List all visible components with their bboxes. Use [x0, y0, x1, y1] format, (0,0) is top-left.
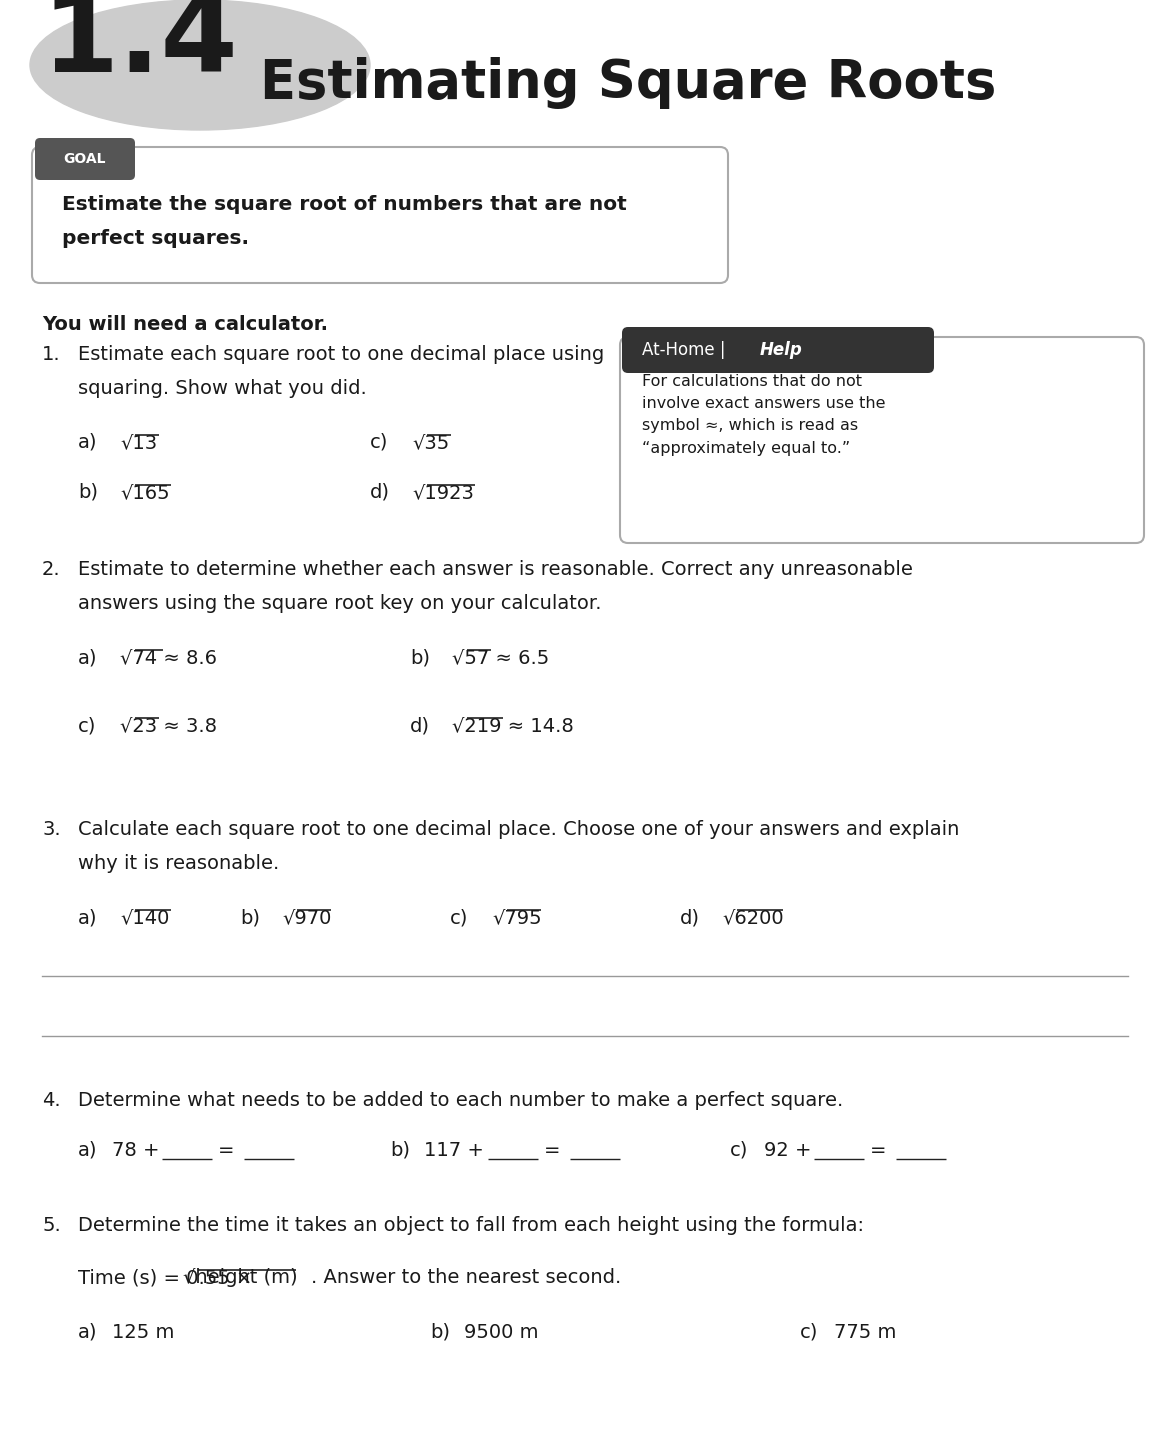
Text: √1923: √1923	[412, 483, 474, 502]
FancyBboxPatch shape	[32, 147, 728, 283]
Text: c): c)	[370, 433, 388, 452]
Text: a): a)	[78, 433, 97, 452]
Text: √165: √165	[121, 483, 170, 502]
Text: 125 m: 125 m	[112, 1323, 174, 1341]
Text: You will need a calculator.: You will need a calculator.	[42, 315, 328, 335]
Text: =: =	[218, 1141, 234, 1160]
Text: Time (s) = 0.55 ×: Time (s) = 0.55 ×	[78, 1268, 259, 1287]
Text: √795: √795	[493, 908, 542, 927]
Text: perfect squares.: perfect squares.	[62, 229, 249, 247]
Text: b): b)	[390, 1141, 409, 1160]
Text: d): d)	[680, 908, 700, 927]
Text: c): c)	[800, 1323, 818, 1341]
Text: √74 ≈ 8.6: √74 ≈ 8.6	[121, 648, 216, 666]
Text: 775 m: 775 m	[834, 1323, 896, 1341]
Text: c): c)	[450, 908, 468, 927]
Text: d): d)	[370, 483, 390, 502]
Text: √57 ≈ 6.5: √57 ≈ 6.5	[452, 648, 549, 666]
Text: c): c)	[730, 1141, 749, 1160]
Text: answers using the square root key on your calculator.: answers using the square root key on you…	[78, 593, 601, 613]
Text: √13: √13	[121, 433, 157, 452]
Text: √35: √35	[412, 433, 449, 452]
FancyBboxPatch shape	[35, 139, 135, 180]
Text: Estimate to determine whether each answer is reasonable. Correct any unreasonabl: Estimate to determine whether each answe…	[78, 561, 913, 579]
Text: 92 +: 92 +	[764, 1141, 812, 1160]
Text: 2.: 2.	[42, 561, 61, 579]
Text: squaring. Show what you did.: squaring. Show what you did.	[78, 379, 366, 398]
FancyBboxPatch shape	[620, 337, 1144, 543]
Text: √23 ≈ 3.8: √23 ≈ 3.8	[121, 716, 216, 735]
Text: a): a)	[78, 1141, 97, 1160]
Text: why it is reasonable.: why it is reasonable.	[78, 854, 280, 872]
Text: d): d)	[410, 716, 431, 735]
Text: √6200: √6200	[722, 908, 784, 927]
Text: √height (m): √height (m)	[183, 1268, 297, 1287]
Text: Calculate each square root to one decimal place. Choose one of your answers and : Calculate each square root to one decima…	[78, 819, 959, 839]
Text: 3.: 3.	[42, 819, 61, 839]
Text: √219 ≈ 14.8: √219 ≈ 14.8	[452, 716, 573, 735]
Text: For calculations that do not
involve exact answers use the
symbol ≈, which is re: For calculations that do not involve exa…	[642, 375, 886, 456]
Text: Estimating Square Roots: Estimating Square Roots	[260, 57, 997, 109]
Text: 1.4: 1.4	[42, 0, 239, 94]
Text: Determine what needs to be added to each number to make a perfect square.: Determine what needs to be added to each…	[78, 1091, 844, 1110]
Text: At-Home |: At-Home |	[642, 340, 731, 359]
Text: . Answer to the nearest second.: . Answer to the nearest second.	[311, 1268, 621, 1287]
Text: 117 +: 117 +	[424, 1141, 484, 1160]
Text: 4.: 4.	[42, 1091, 61, 1110]
Text: GOAL: GOAL	[63, 152, 106, 166]
Text: 1.: 1.	[42, 345, 61, 365]
Text: Estimate each square root to one decimal place using: Estimate each square root to one decimal…	[78, 345, 604, 365]
Text: a): a)	[78, 648, 97, 666]
Text: Help: Help	[760, 340, 803, 359]
Text: b): b)	[431, 1323, 450, 1341]
Text: a): a)	[78, 908, 97, 927]
Text: =: =	[544, 1141, 560, 1160]
Text: 9500 m: 9500 m	[464, 1323, 538, 1341]
Text: b): b)	[240, 908, 260, 927]
Text: b): b)	[78, 483, 98, 502]
FancyBboxPatch shape	[622, 327, 934, 373]
Text: Determine the time it takes an object to fall from each height using the formula: Determine the time it takes an object to…	[78, 1216, 863, 1236]
Text: √140: √140	[121, 908, 170, 927]
Text: b): b)	[410, 648, 431, 666]
Text: =: =	[870, 1141, 887, 1160]
Text: √970: √970	[282, 908, 331, 927]
Text: a): a)	[78, 1323, 97, 1341]
Text: c): c)	[78, 716, 96, 735]
Text: 5.: 5.	[42, 1216, 61, 1236]
Text: 78 +: 78 +	[112, 1141, 159, 1160]
Text: Estimate the square root of numbers that are not: Estimate the square root of numbers that…	[62, 194, 627, 213]
Ellipse shape	[30, 0, 370, 130]
